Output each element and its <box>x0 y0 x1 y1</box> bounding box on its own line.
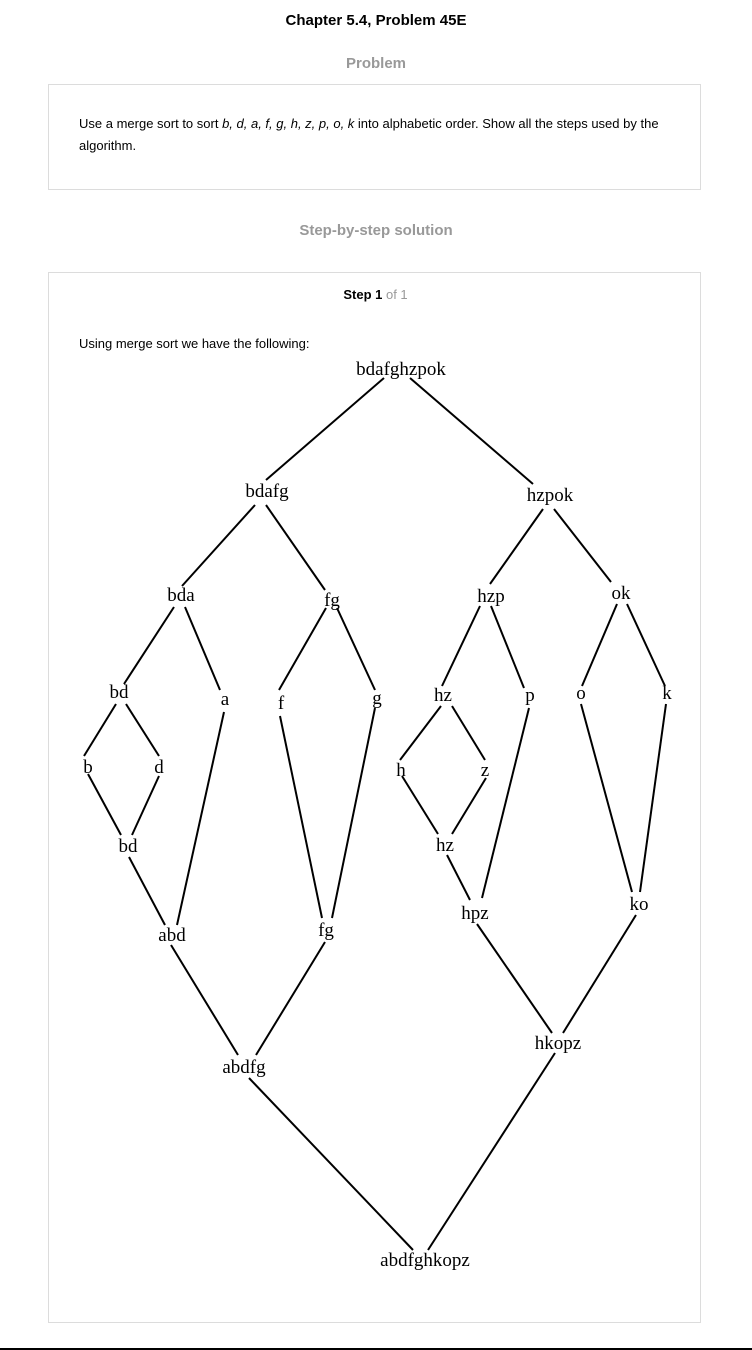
node-bda: bda <box>167 585 195 606</box>
edge <box>446 854 471 901</box>
node-b: b <box>83 757 93 778</box>
edge <box>331 707 376 919</box>
edge <box>481 707 530 899</box>
edge <box>401 775 439 835</box>
node-hkopz: hkopz <box>535 1033 581 1054</box>
node-ok: ok <box>612 583 632 604</box>
edge <box>176 711 225 926</box>
node-d: d <box>154 757 164 778</box>
node-hzp: hzp <box>477 586 504 607</box>
edge <box>476 923 553 1034</box>
edge <box>490 605 525 689</box>
node-o: o <box>576 683 586 704</box>
node-bd-merged: bd <box>119 836 139 857</box>
edge <box>265 377 385 481</box>
edge <box>248 1077 414 1251</box>
edge <box>170 944 239 1056</box>
edge <box>184 606 221 691</box>
node-k: k <box>662 683 672 704</box>
step-label: Step 1 <box>343 287 383 302</box>
edge <box>581 603 618 687</box>
problem-tail: into alphabetic order. Show all the step… <box>79 116 659 153</box>
node-g: g <box>372 688 382 709</box>
edge <box>278 607 327 691</box>
node-abdfg: abdfg <box>222 1057 266 1078</box>
node-hz-merged: hz <box>436 835 454 856</box>
node-f: f <box>278 693 285 714</box>
edge <box>83 703 117 757</box>
edge <box>255 941 326 1056</box>
edge <box>131 775 160 836</box>
edge <box>562 914 637 1034</box>
edge <box>123 606 175 685</box>
edge <box>427 1052 556 1251</box>
bottom-divider <box>0 1348 752 1350</box>
solution-heading: Step-by-step solution <box>299 222 453 239</box>
solution-box: Step 1 of 1 Using merge sort we have the… <box>48 272 701 1323</box>
node-a: a <box>221 689 230 710</box>
problem-items: b, d, a, f, g, h, z, p, o, k <box>222 116 355 131</box>
node-h: h <box>396 760 406 781</box>
edge <box>87 773 122 836</box>
chapter-title: Chapter 5.4, Problem 45E <box>285 12 467 29</box>
node-right-half: hzpok <box>527 485 574 506</box>
node-hz-split: hz <box>434 685 452 706</box>
edge <box>125 703 160 757</box>
edge <box>441 605 481 687</box>
diagram-nodes: bdafghzpok bdafg hzpok bda fg hzp ok bd … <box>83 359 672 1271</box>
step-of: of 1 <box>382 287 408 302</box>
edge <box>336 607 376 691</box>
edge <box>451 777 487 835</box>
node-bd-split: bd <box>110 682 130 703</box>
node-result: abdfghkopz <box>380 1250 470 1271</box>
problem-box: Use a merge sort to sort b, d, a, f, g, … <box>48 84 701 190</box>
edge <box>626 603 666 687</box>
node-fg-split: fg <box>324 590 340 611</box>
node-z: z <box>481 760 489 781</box>
diagram-edges <box>83 377 667 1251</box>
edge <box>639 703 667 893</box>
edge <box>580 703 633 893</box>
node-hpz: hpz <box>461 903 488 924</box>
edge <box>409 377 534 485</box>
edge <box>181 504 256 587</box>
edge <box>553 508 612 583</box>
node-p: p <box>525 685 535 706</box>
edge <box>128 856 166 926</box>
node-abd: abd <box>158 925 186 946</box>
edge <box>489 508 544 585</box>
node-left-half: bdafg <box>245 481 289 502</box>
node-root: bdafghzpok <box>356 359 446 380</box>
step-intro: Using merge sort we have the following: <box>79 336 310 351</box>
problem-lead: Use a merge sort to sort <box>79 116 223 131</box>
edge <box>451 705 486 761</box>
problem-heading: Problem <box>345 55 406 72</box>
edge <box>265 504 326 591</box>
step-indicator: Step 1 of 1 <box>49 287 702 302</box>
problem-statement: Use a merge sort to sort b, d, a, f, g, … <box>79 113 679 157</box>
edge <box>399 705 442 761</box>
node-ko: ko <box>630 894 649 915</box>
edge <box>279 715 323 919</box>
node-fg-merged: fg <box>318 920 334 941</box>
